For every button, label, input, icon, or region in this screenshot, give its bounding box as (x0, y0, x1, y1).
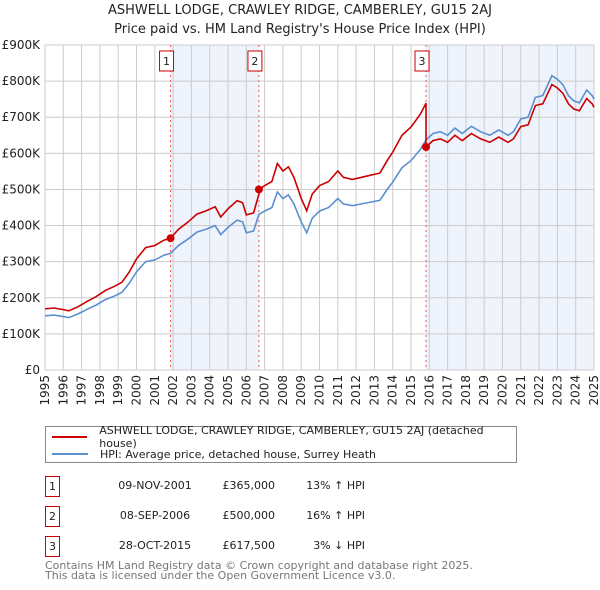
legend-label: ASHWELL LODGE, CRAWLEY RIDGE, CAMBERLEY,… (99, 424, 484, 450)
x-tick-label: 2023 (550, 375, 564, 406)
x-tick-label: 1998 (93, 375, 107, 406)
y-tick-label: £900K (2, 38, 42, 52)
x-tick-label: 2024 (569, 375, 583, 406)
x-tick-label: 2014 (386, 375, 400, 406)
x-tick-label: 2015 (404, 375, 418, 406)
shaded-period (426, 45, 594, 370)
x-tick-label: 1995 (38, 375, 52, 406)
x-tick-label: 2005 (221, 375, 235, 406)
sale-marker-badge: 1 (45, 476, 60, 497)
sale-hpi-diff: 13% ↑ HPI (306, 479, 365, 492)
x-tick-label: 2000 (130, 375, 144, 406)
x-tick-label: 2007 (258, 375, 272, 406)
x-tick-label: 2018 (459, 375, 473, 406)
y-tick-label: £500K (2, 182, 42, 196)
sale-price: £617,500 (222, 539, 276, 552)
sale-marker-box (159, 50, 175, 72)
x-tick-label: 2020 (496, 375, 510, 406)
sale-hpi-diff: 3% ↓ HPI (313, 539, 365, 552)
x-tick-label: 2011 (331, 375, 345, 406)
x-tick-label: 2022 (532, 375, 546, 406)
price-chart: ASHWELL LODGE, CRAWLEY RIDGE, CAMBERLEY,… (2, 3, 600, 406)
x-tick-label: 2025 (587, 375, 600, 406)
x-tick-label: 2001 (148, 375, 162, 406)
sale-marker-box (247, 50, 263, 72)
sale-marker-badge: 3 (45, 536, 60, 557)
x-tick-label: 2019 (477, 375, 491, 406)
hpi-line (44, 74, 595, 319)
x-tick-label: 2002 (166, 375, 180, 406)
y-tick-label: £300K (2, 255, 42, 269)
property-price-line (44, 83, 595, 312)
x-tick-label: 1997 (75, 375, 89, 406)
x-tick-label: 2017 (441, 375, 455, 406)
sale-marker-label: 3 (419, 55, 426, 68)
sale-price: £365,000 (222, 479, 276, 492)
legend-item-property: ASHWELL LODGE, CRAWLEY RIDGE, CAMBERLEY,… (46, 424, 516, 450)
chart-title: ASHWELL LODGE, CRAWLEY RIDGE, CAMBERLEY,… (108, 3, 492, 18)
sale-date: 28-OCT-2015 (118, 539, 192, 552)
x-tick-label: 2021 (514, 375, 528, 406)
y-tick-label: £800K (2, 74, 42, 88)
sale-marker-label: 1 (163, 55, 170, 68)
x-tick-label: 2010 (313, 375, 327, 406)
footer-copyright: Contains HM Land Registry data © Crown c… (45, 559, 473, 572)
x-tick-label: 2006 (239, 375, 253, 406)
sale-date: 08-SEP-2006 (119, 509, 191, 522)
y-tick-label: £100K (2, 327, 42, 341)
y-tick-label: £200K (2, 291, 42, 305)
sale-point (254, 185, 263, 194)
x-tick-label: 2008 (276, 375, 290, 406)
footer: Contains HM Land Registry data © Crown c… (45, 559, 473, 582)
legend-label: HPI: Average price, detached house, Surr… (100, 447, 377, 461)
sale-point (422, 143, 431, 152)
sale-hpi-diff: 16% ↑ HPI (306, 509, 365, 522)
sale-marker-badge: 2 (45, 506, 60, 527)
x-tick-label: 2004 (203, 375, 217, 406)
legend: ASHWELL LODGE, CRAWLEY RIDGE, CAMBERLEY,… (45, 424, 517, 463)
x-tick-label: 1999 (111, 375, 125, 406)
x-tick-label: 2012 (349, 375, 363, 406)
legend-swatch-blue (52, 453, 88, 455)
x-tick-label: 2016 (422, 375, 436, 406)
sale-point (166, 234, 175, 243)
y-tick-label: £600K (2, 146, 42, 160)
y-tick-label: £0 (25, 363, 40, 377)
legend-item-hpi: HPI: Average price, detached house, Surr… (46, 446, 376, 462)
footer-licence: This data is licensed under the Open Gov… (45, 569, 396, 582)
y-tick-label: £700K (2, 110, 42, 124)
x-tick-label: 1996 (56, 375, 70, 406)
sale-price: £500,000 (222, 509, 276, 522)
x-tick-label: 2003 (184, 375, 198, 406)
x-tick-label: 2013 (367, 375, 381, 406)
sale-marker-box (414, 50, 430, 72)
y-tick-label: £400K (2, 219, 42, 233)
legend-swatch-red (52, 436, 88, 438)
sale-date: 09-NOV-2001 (118, 479, 192, 492)
chart-subtitle: Price paid vs. HM Land Registry's House … (114, 22, 486, 37)
x-tick-label: 2009 (294, 375, 308, 406)
sale-marker-label: 2 (251, 55, 258, 68)
